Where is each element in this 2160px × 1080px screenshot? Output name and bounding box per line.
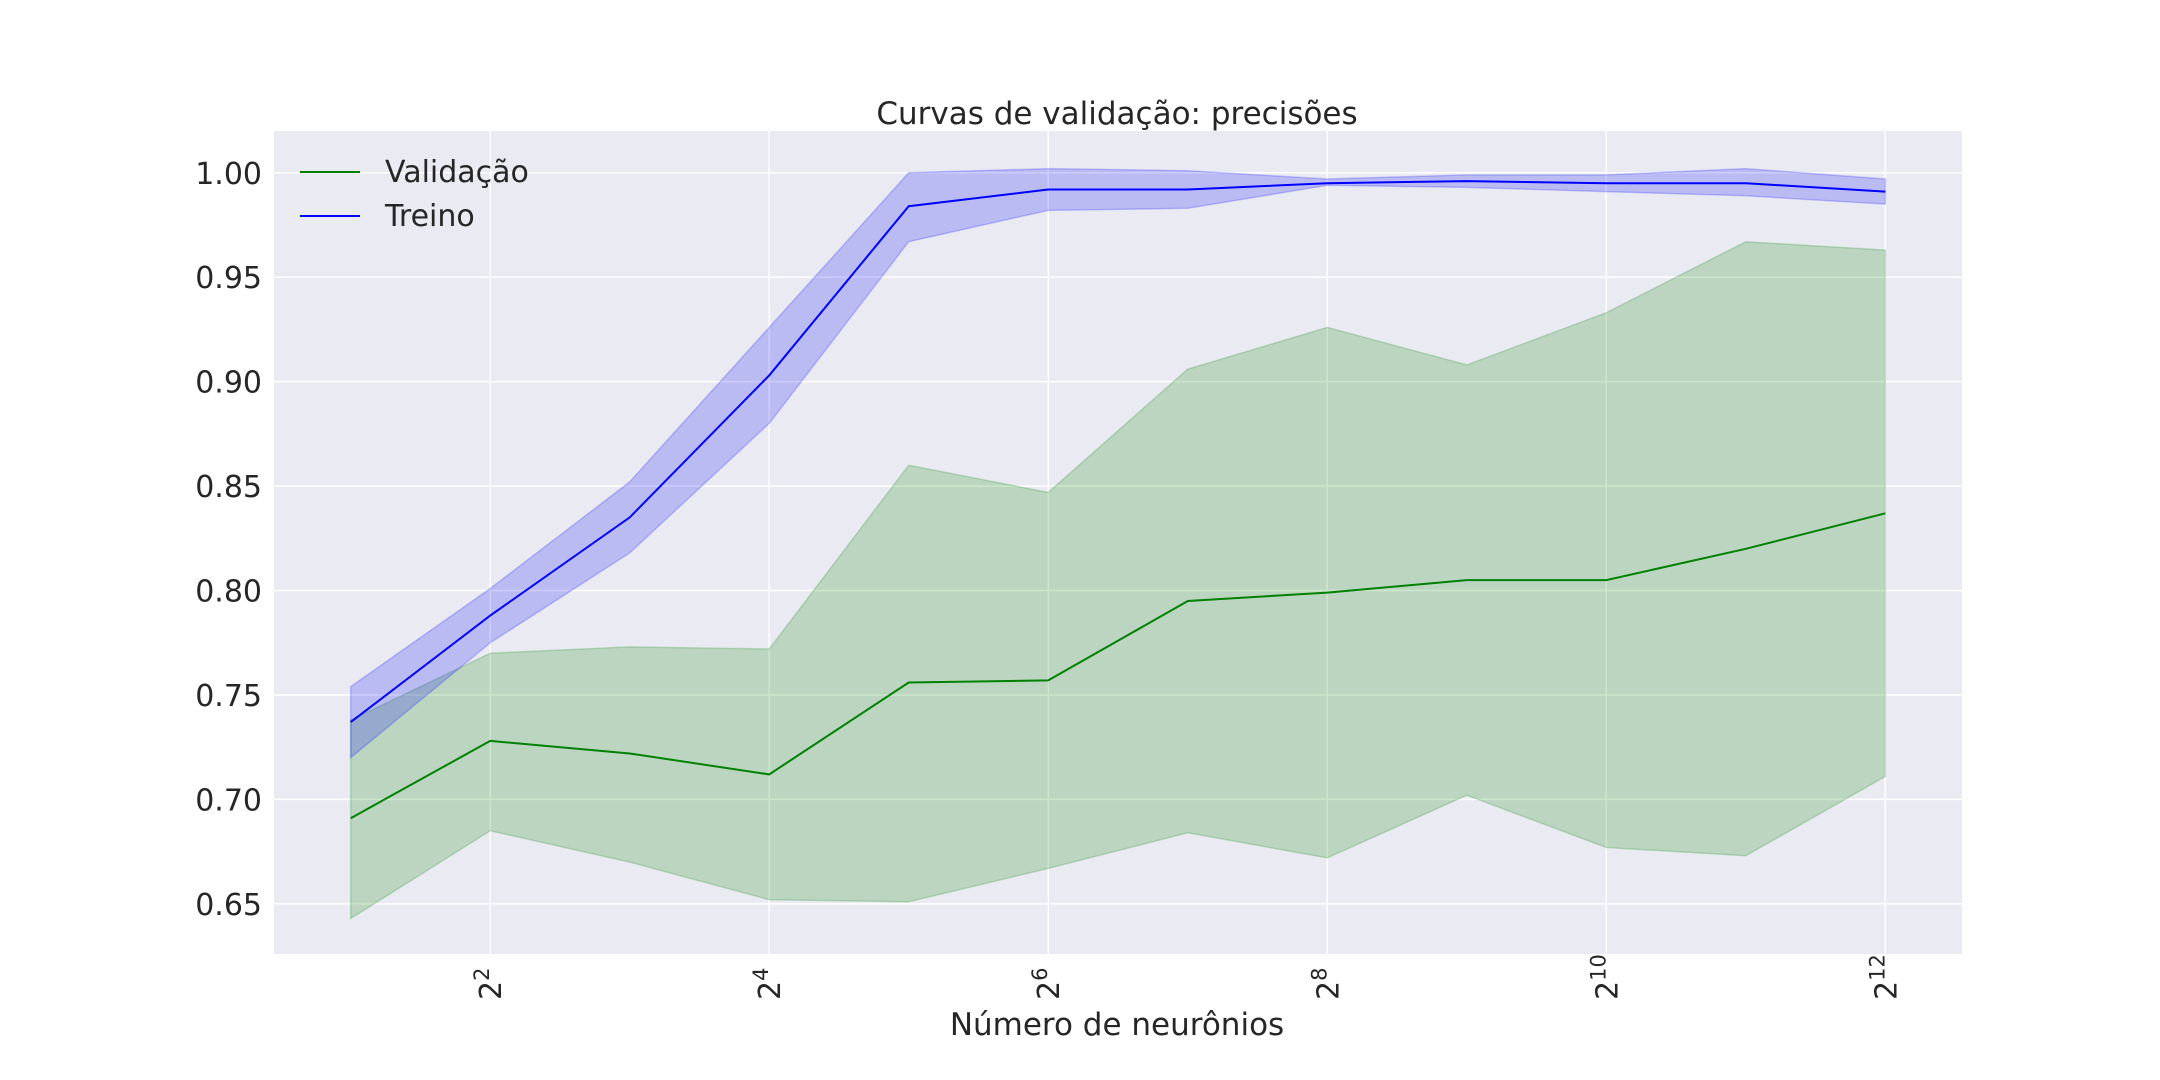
x-tick-labels: 22 24 26 28 210 212 (470, 954, 1904, 1000)
band-treino (349, 167, 1887, 760)
plot-background (274, 131, 1962, 954)
y-tick-label: 0.70 (195, 783, 262, 818)
band-validao (349, 240, 1887, 920)
y-tick-label: 0.85 (195, 470, 262, 505)
grid-lines (274, 131, 1962, 954)
svg-text:24: 24 (749, 968, 788, 1000)
line-treino (350, 180, 1886, 723)
y-tick-label: 1.00 (195, 157, 262, 192)
x-tick-label: 210 (1586, 954, 1625, 1000)
y-tick-label: 0.95 (195, 261, 262, 296)
y-tick-label: 0.90 (195, 366, 262, 401)
svg-text:28: 28 (1307, 968, 1346, 1000)
x-axis-label: Número de neurônios (950, 1007, 1284, 1043)
y-tick-label: 0.65 (195, 888, 262, 923)
svg-text:26: 26 (1028, 968, 1067, 1000)
x-tick-label: 22 (470, 968, 509, 1000)
confidence-bands (349, 167, 1887, 920)
y-tick-label: 0.75 (195, 679, 262, 714)
legend-entry: Validação (385, 155, 529, 190)
svg-text:22: 22 (470, 968, 509, 1000)
y-tick-label: 0.80 (195, 575, 262, 610)
x-tick-label: 28 (1307, 968, 1346, 1000)
x-tick-label: 24 (749, 968, 788, 1000)
legend-entry: Treino (384, 199, 475, 234)
series-lines (350, 180, 1886, 820)
svg-text:210: 210 (1586, 954, 1625, 1000)
legend: Validação Treino (300, 155, 529, 234)
x-tick-label: 26 (1028, 968, 1067, 1000)
y-tick-labels: 0.65 0.70 0.75 0.80 0.85 0.90 0.95 1.00 (195, 157, 262, 923)
svg-text:212: 212 (1865, 954, 1904, 1000)
line-validao (350, 512, 1886, 820)
x-tick-label: 212 (1865, 954, 1904, 1000)
chart-title: Curvas de validação: precisões (876, 96, 1357, 132)
